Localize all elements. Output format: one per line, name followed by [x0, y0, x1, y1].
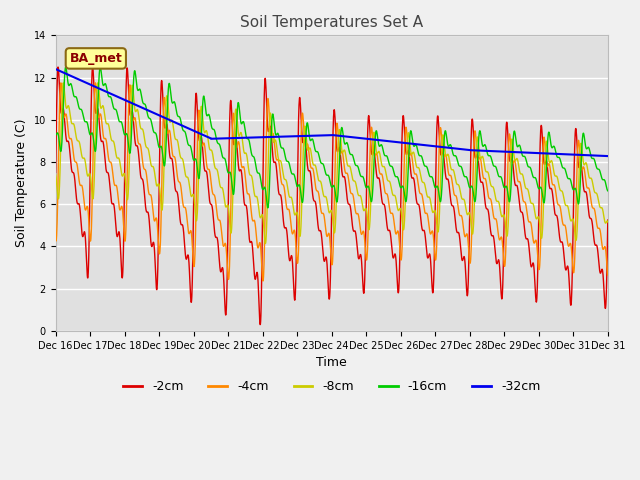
X-axis label: Time: Time — [316, 356, 347, 369]
Title: Soil Temperatures Set A: Soil Temperatures Set A — [240, 15, 423, 30]
Text: BA_met: BA_met — [70, 52, 122, 65]
Y-axis label: Soil Temperature (C): Soil Temperature (C) — [15, 119, 28, 247]
Legend: -2cm, -4cm, -8cm, -16cm, -32cm: -2cm, -4cm, -8cm, -16cm, -32cm — [118, 375, 545, 398]
